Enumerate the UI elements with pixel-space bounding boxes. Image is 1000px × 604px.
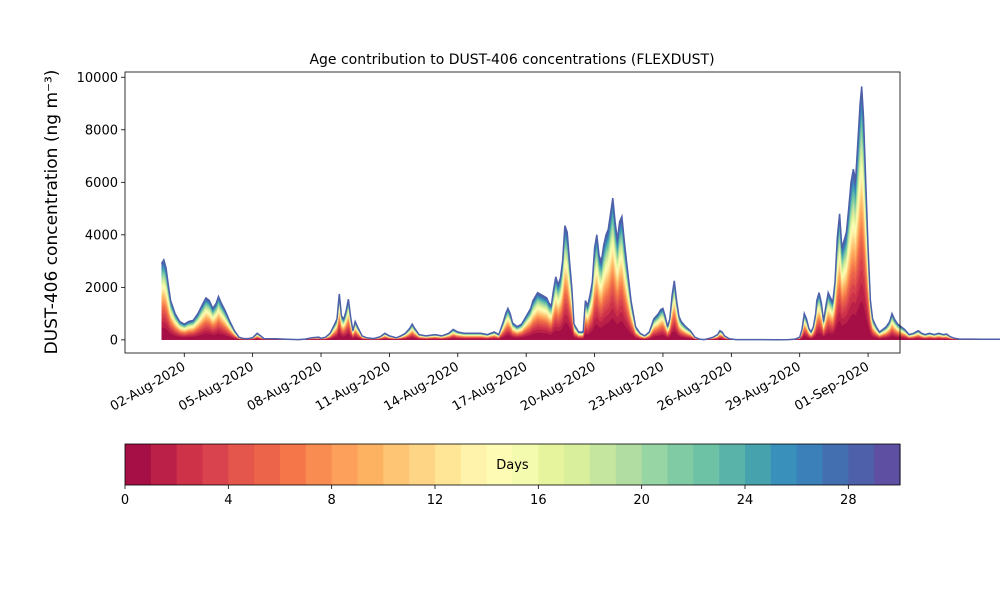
plot-border [125,72,900,353]
age-layer-15 [162,161,1000,340]
x-tick-label: 01-Sep-2020 [792,359,872,414]
x-axis: 02-Aug-202005-Aug-202008-Aug-202011-Aug-… [108,353,872,415]
colorbar-swatch [745,444,771,485]
colorbar-swatch [358,444,384,485]
x-tick-label: 23-Aug-2020 [587,359,667,414]
age-layer-10 [162,194,1000,340]
plot-frame [125,72,900,353]
colorbar-tick-label: 8 [328,493,336,508]
colorbar-swatch [409,444,435,485]
colorbar-swatch [771,444,797,485]
colorbar-swatch [642,444,668,485]
age-layer-13 [162,173,1000,340]
colorbar-tick-label: 24 [737,493,754,508]
y-axis-label: DUST-406 concentration (ng m⁻³) [42,70,62,355]
age-layer-29 [162,86,1000,340]
age-layer-16 [162,154,1000,340]
y-tick-label: 8000 [85,123,118,138]
x-tick-label: 29-Aug-2020 [723,359,803,414]
colorbar-tick-label: 0 [121,493,129,508]
colorbar-swatch [254,444,280,485]
colorbar-swatch [590,444,616,485]
y-tick-label: 0 [110,333,118,348]
colorbar-swatch [538,444,564,485]
colorbar-swatch [693,444,719,485]
colorbar-tick-label: 12 [427,493,444,508]
colorbar-swatch [823,444,849,485]
age-layer-28 [162,91,1000,340]
colorbar-swatch [435,444,461,485]
x-tick-label: 17-Aug-2020 [450,359,530,414]
age-layer-25 [162,106,1000,340]
colorbar-swatch [177,444,203,485]
x-tick-label: 26-Aug-2020 [655,359,735,414]
colorbar-swatch [332,444,358,485]
y-axis: 0 2000 4000 6000 8000 10000 [77,71,125,349]
y-tick-label: 10000 [77,71,118,86]
age-layer-9 [162,201,1000,340]
y-tick-label: 6000 [85,176,118,191]
colorbar-swatch [616,444,642,485]
x-tick-label: 20-Aug-2020 [518,359,598,414]
colorbar: Days 0 4 8 12 16 20 24 28 [121,444,901,508]
age-layer-27 [162,96,1000,340]
colorbar-tick-label: 16 [530,493,547,508]
colorbar-label: Days [496,458,529,473]
x-tick-label: 08-Aug-2020 [245,359,325,414]
age-layer-21 [162,126,1000,340]
age-layer-12 [162,180,1000,340]
age-layer-11 [162,187,1000,340]
colorbar-swatch [203,444,229,485]
colorbar-swatch [461,444,487,485]
colorbar-tick-label: 28 [840,493,857,508]
colorbar-swatch [306,444,332,485]
colorbar-swatch [848,444,874,485]
age-layer-24 [162,111,1000,340]
y-tick-label: 4000 [85,228,118,243]
age-layer-18 [162,143,1000,340]
total-concentration-line [162,86,1000,339]
colorbar-tick-label: 4 [224,493,232,508]
age-layer-8 [162,209,1000,340]
x-tick-label: 02-Aug-2020 [108,359,188,414]
colorbar-swatch [280,444,306,485]
colorbar-swatch [228,444,254,485]
x-tick-label: 11-Aug-2020 [313,359,393,414]
colorbar-swatch [719,444,745,485]
colorbar-swatch [125,444,151,485]
colorbar-swatch [874,444,900,485]
x-tick-label: 14-Aug-2020 [381,359,461,414]
y-tick-label: 2000 [85,281,118,296]
age-layer-23 [162,116,1000,340]
colorbar-swatch [564,444,590,485]
chart-title: Age contribution to DUST-406 concentrati… [309,52,714,68]
age-layer-14 [162,167,1000,340]
colorbar-swatch [797,444,823,485]
x-tick-label: 05-Aug-2020 [176,359,256,414]
age-contribution-area [162,86,1000,340]
colorbar-swatch [151,444,177,485]
colorbar-tick-label: 20 [633,493,650,508]
age-layer-20 [162,132,1000,340]
age-layer-22 [162,121,1000,340]
age-layer-19 [162,137,1000,340]
colorbar-swatch [383,444,409,485]
colorbar-swatch [668,444,694,485]
age-layer-26 [162,101,1000,340]
age-layer-17 [162,149,1000,340]
